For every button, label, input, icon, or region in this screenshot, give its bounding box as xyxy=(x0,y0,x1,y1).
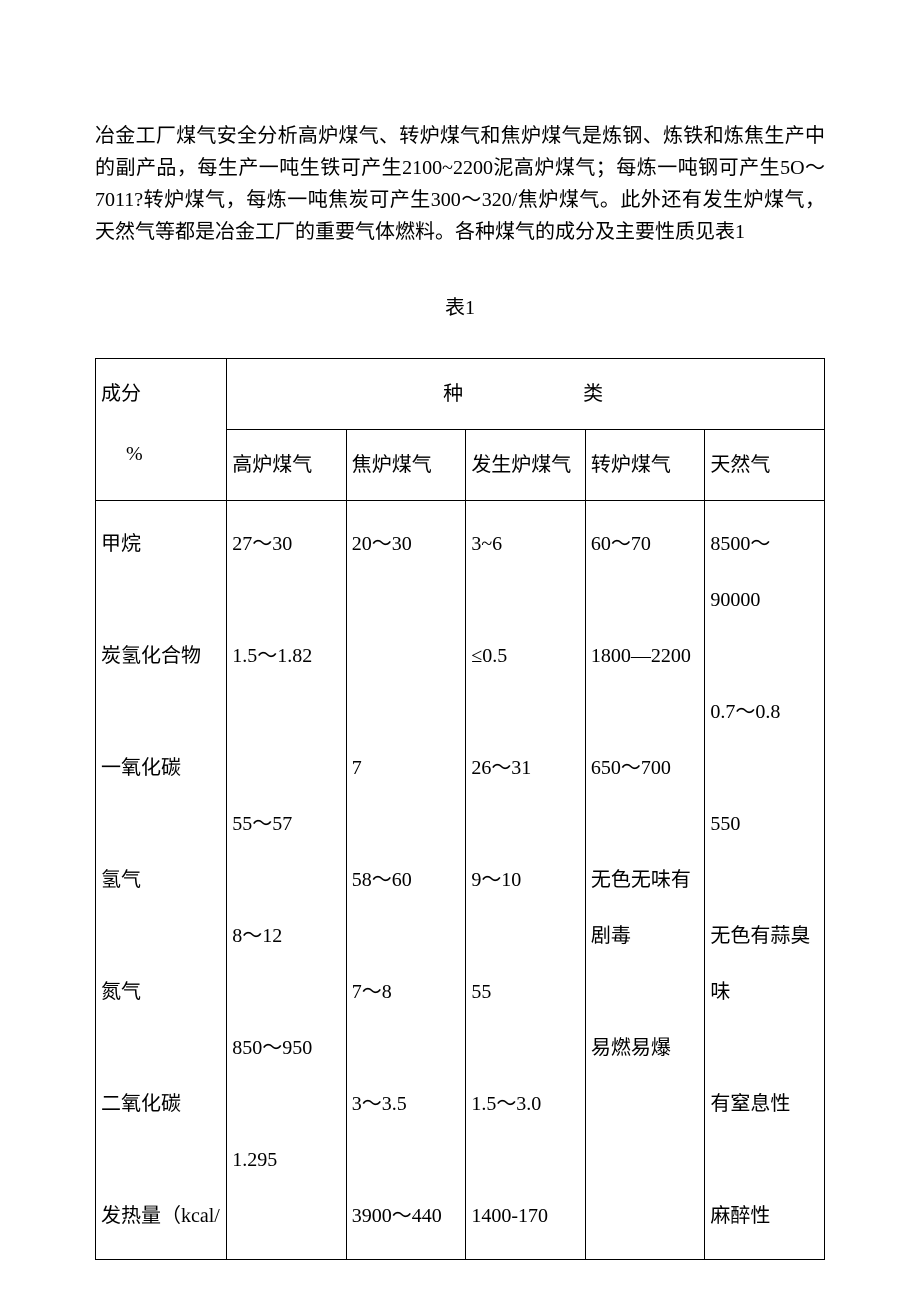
gas-composition-table: 成分 % 种类 高炉煤气 焦炉煤气 发生炉煤气 转炉煤气 天然气 甲烷 炭氢化合… xyxy=(95,358,825,1260)
header-component-label: 成分 xyxy=(101,383,141,405)
col3-data-cell: 3~6 ≤0.5 26～31 9～10 55 1.5～3.0 1400-170 xyxy=(466,501,586,1260)
header-species-cell: 种类 xyxy=(227,359,825,430)
row-labels-cell: 甲烷 炭氢化合物 一氧化碳 氢气 氮气 二氧化碳 发热量（kcal/ xyxy=(96,501,227,1260)
header-component-cell: 成分 % xyxy=(96,359,227,501)
table-caption: 表1 xyxy=(95,293,825,323)
header-percent-label: % xyxy=(101,434,221,474)
col1-data-cell: 27～30 1.5～1.82 55～57 8～12 850～950 1.295 xyxy=(227,501,347,1260)
table-header-row-1: 成分 % 种类 xyxy=(96,359,825,430)
col5-data-cell: 8500～90000 0.7～0.8 550 无色有蒜臭味 有窒息性 麻醉性 xyxy=(705,501,825,1260)
col4-data-cell: 60～70 1800—2200 650～700 无色无味有剧毒 易燃易爆 xyxy=(585,501,705,1260)
intro-paragraph: 冶金工厂煤气安全分析高炉煤气、转炉煤气和焦炉煤气是炼钢、炼铁和炼焦生产中的副产品… xyxy=(95,120,825,248)
header-col4: 转炉煤气 xyxy=(585,430,705,501)
header-col5: 天然气 xyxy=(705,430,825,501)
header-col1: 高炉煤气 xyxy=(227,430,347,501)
col2-data-cell: 20～30 7 58～60 7～8 3～3.5 3900～440 xyxy=(346,501,466,1260)
table-data-row: 甲烷 炭氢化合物 一氧化碳 氢气 氮气 二氧化碳 发热量（kcal/ 27～30… xyxy=(96,501,825,1260)
header-col2: 焦炉煤气 xyxy=(346,430,466,501)
header-col3: 发生炉煤气 xyxy=(466,430,586,501)
